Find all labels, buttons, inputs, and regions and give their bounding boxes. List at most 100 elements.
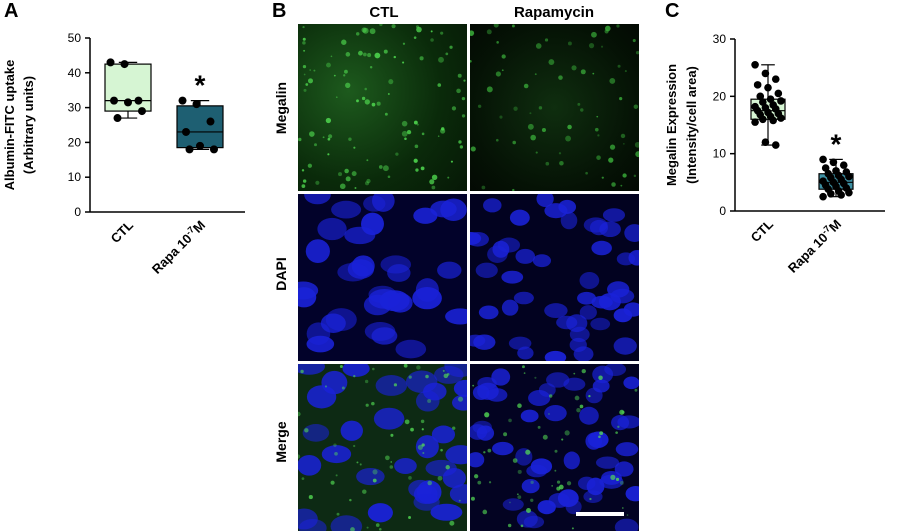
merge-speck (522, 365, 525, 369)
y-tick-label: 50 (68, 31, 82, 45)
megalin-speck (364, 87, 367, 91)
merge-speck (507, 523, 512, 528)
nucleus (509, 209, 530, 226)
y-tick-label: 10 (713, 147, 727, 161)
nucleus (425, 459, 457, 477)
nucleus (356, 467, 385, 486)
megalin-speck (401, 130, 408, 137)
micrograph-dapi-rapamycin (470, 194, 639, 361)
megalin-speck (344, 168, 349, 174)
data-point (827, 190, 835, 198)
nucleus (413, 493, 440, 511)
merge-speck (408, 375, 412, 379)
megalin-speck (596, 115, 599, 118)
megalin-speck (364, 99, 370, 105)
nucleus (501, 299, 519, 316)
megalin-speck (535, 151, 538, 154)
megalin-speck (449, 45, 453, 49)
column-label-ctl: CTL (369, 4, 399, 21)
nucleus (373, 407, 405, 430)
row-label-merge: Merge (273, 421, 289, 463)
nucleus (363, 195, 386, 212)
megalin-speck (301, 184, 306, 189)
nucleus (544, 404, 567, 422)
nucleus (302, 424, 330, 442)
megalin-speck (513, 106, 518, 111)
megalin-speck (634, 141, 639, 148)
megalin-speck (592, 72, 595, 75)
merge-speck (516, 493, 519, 496)
nucleus (470, 452, 485, 468)
megalin-speck (371, 102, 376, 107)
nucleus (304, 194, 331, 205)
megalin-speck (470, 146, 476, 152)
megalin-speck (303, 88, 307, 92)
nucleus (483, 198, 502, 213)
merge-speck (440, 448, 443, 452)
merge-speck (420, 419, 425, 424)
merge-speck (530, 498, 534, 502)
megalin-speck (322, 136, 325, 139)
merge-speck (537, 425, 541, 429)
megalin-speck (463, 79, 466, 82)
merge-speck (576, 407, 581, 413)
x-tick-label: Rapa 10-7M (148, 217, 208, 277)
nucleus (592, 365, 614, 384)
nucleus (590, 317, 611, 331)
megalin-speck (366, 159, 369, 162)
nucleus (387, 293, 413, 313)
merge-speck (626, 514, 629, 516)
merge-speck (446, 373, 450, 376)
merge-speck (487, 448, 492, 453)
merge-speck (300, 369, 304, 374)
megalin-speck (402, 42, 406, 45)
nucleus (470, 424, 488, 440)
nucleus (415, 278, 439, 302)
megalin-speck (413, 36, 417, 39)
y-axis-label: Megalin Expression (664, 64, 679, 186)
merge-speck (416, 365, 421, 370)
megalin-speck (402, 61, 405, 64)
merge-speck (356, 461, 359, 464)
data-point (753, 81, 762, 89)
megalin-speck (313, 69, 316, 72)
merge-speck (525, 449, 531, 455)
megalin-speck (361, 27, 367, 33)
megalin-speck (597, 134, 600, 137)
data-point (759, 98, 767, 106)
data-point (756, 92, 765, 101)
scale-bar (576, 512, 624, 516)
merge-speck (393, 383, 398, 387)
nucleus (515, 248, 536, 264)
merge-speck (371, 401, 375, 406)
data-point (777, 114, 785, 122)
nucleus (536, 194, 554, 208)
data-point (751, 61, 759, 69)
nucleus (521, 478, 540, 494)
y-axis-label-units: (Arbitrary units) (21, 76, 36, 174)
megalin-speck (450, 160, 453, 163)
megalin-speck (486, 29, 492, 35)
merge-speck (404, 419, 410, 425)
megalin-speck (622, 173, 627, 178)
data-point (774, 89, 783, 98)
significance-marker: * (195, 70, 206, 101)
data-point (837, 191, 845, 199)
nucleus (430, 200, 457, 218)
merge-speck (449, 520, 455, 526)
megalin-speck (633, 104, 639, 109)
row-label-dapi: DAPI (273, 257, 289, 291)
nucleus (451, 394, 467, 411)
data-point (819, 192, 827, 201)
merge-speck (375, 523, 380, 527)
megalin-speck (345, 82, 351, 88)
megalin-speck (341, 39, 347, 45)
merge-speck (503, 432, 508, 437)
merge-speck (359, 463, 362, 466)
nucleus (607, 281, 630, 298)
megalin-speck (351, 171, 357, 177)
data-point (761, 69, 770, 78)
megalin-speck (527, 123, 534, 130)
megalin-speck (395, 152, 399, 156)
data-point (759, 115, 767, 124)
